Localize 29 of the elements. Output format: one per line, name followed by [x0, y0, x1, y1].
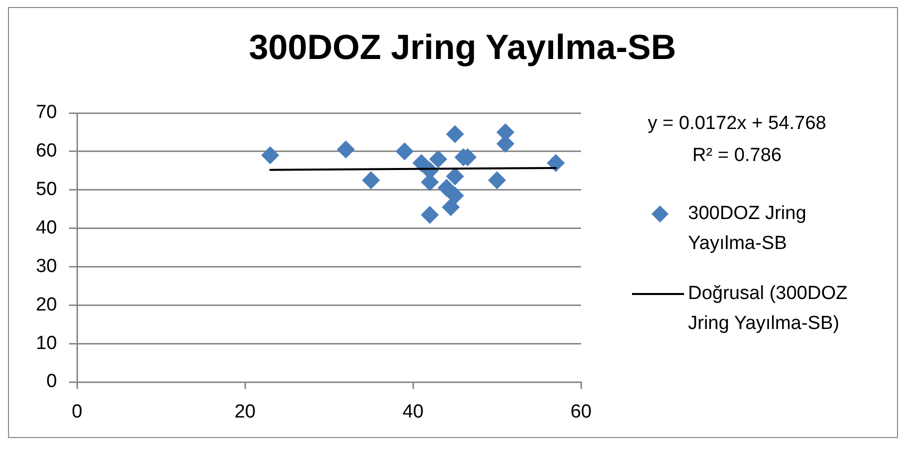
point — [446, 186, 464, 205]
point — [336, 140, 355, 159]
x-tick-label: 60 — [570, 402, 592, 423]
y-tick-label: 30 — [36, 256, 57, 277]
x-tick-label: 40 — [402, 402, 424, 423]
y-tick-label: 70 — [36, 102, 57, 124]
y-tick-label: 60 — [36, 140, 57, 162]
y-tick-label: 10 — [36, 332, 57, 354]
point — [546, 154, 565, 172]
point — [261, 146, 280, 164]
y-tick-label: 20 — [36, 294, 57, 316]
x-tick-label: 20 — [234, 402, 256, 423]
point — [446, 125, 464, 144]
y-tick-label: 50 — [36, 179, 57, 200]
point — [488, 171, 506, 190]
y-tick-label: 0 — [46, 371, 57, 392]
point — [362, 171, 380, 190]
x-tick-label: 0 — [72, 402, 82, 423]
text: y = 0.0172x + 54.768 — [646, 112, 828, 136]
point — [442, 198, 460, 216]
y-tick-label: 40 — [36, 218, 57, 239]
legend-label: Doğrusal (300DOZ Jring Yayılma-SB) — [688, 282, 848, 336]
point — [429, 150, 448, 168]
point — [396, 142, 414, 160]
chart-title: 300DOZ Jring Yayılma-SB — [248, 27, 678, 69]
legend-label: 300DOZ Jring Yayılma-SB — [688, 202, 808, 256]
point — [446, 167, 464, 186]
text: R² = 0.786 — [691, 144, 783, 168]
point — [420, 206, 439, 224]
